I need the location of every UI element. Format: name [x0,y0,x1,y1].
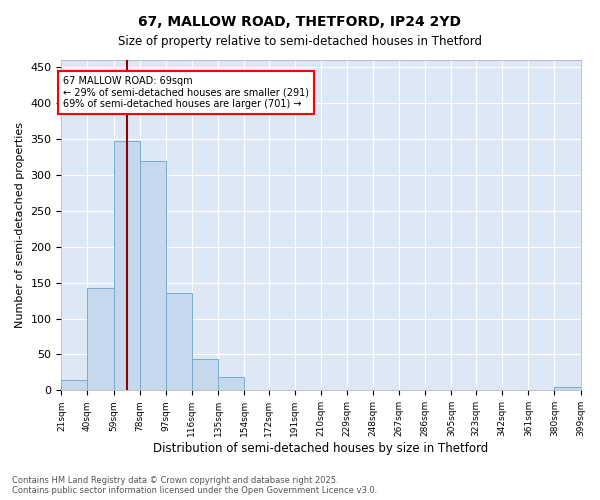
Text: Size of property relative to semi-detached houses in Thetford: Size of property relative to semi-detach… [118,35,482,48]
X-axis label: Distribution of semi-detached houses by size in Thetford: Distribution of semi-detached houses by … [154,442,488,455]
Text: 67, MALLOW ROAD, THETFORD, IP24 2YD: 67, MALLOW ROAD, THETFORD, IP24 2YD [139,15,461,29]
Bar [88,288,113,391]
Text: 67 MALLOW ROAD: 69sqm
← 29% of semi-detached houses are smaller (291)
69% of sem: 67 MALLOW ROAD: 69sqm ← 29% of semi-deta… [63,76,309,109]
Bar [218,376,244,390]
Bar [61,380,88,390]
Bar [166,294,192,390]
Bar [554,387,581,390]
Text: Contains HM Land Registry data © Crown copyright and database right 2025.
Contai: Contains HM Land Registry data © Crown c… [12,476,377,495]
Bar [113,141,140,390]
Bar [192,360,218,390]
Bar [140,160,166,390]
Y-axis label: Number of semi-detached properties: Number of semi-detached properties [15,122,25,328]
